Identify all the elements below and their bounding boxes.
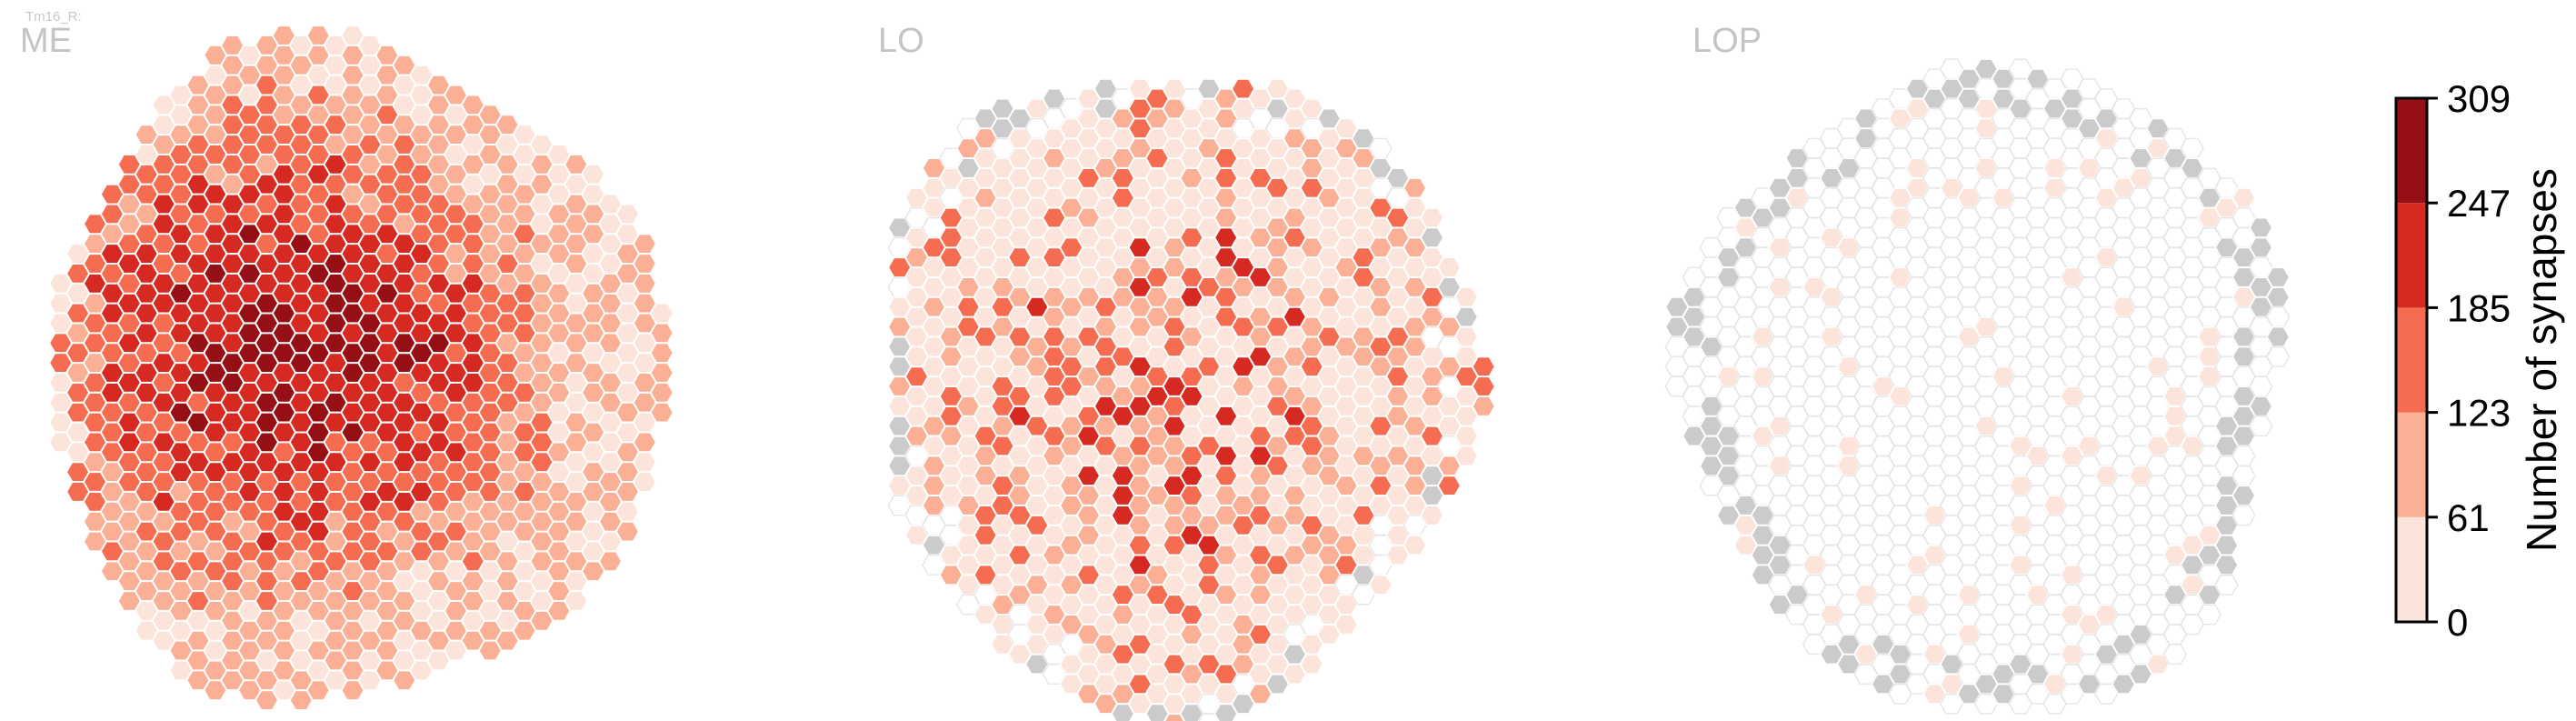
colorbar-bin	[2396, 307, 2427, 413]
column-hex	[649, 303, 674, 325]
column-hex	[1403, 535, 1427, 556]
column-hex	[633, 253, 657, 275]
column-hex	[1454, 445, 1479, 466]
column-hex	[2197, 604, 2222, 626]
column-hex	[1437, 475, 1462, 496]
column-hex	[615, 521, 640, 543]
colorbar-bin	[2396, 98, 2427, 204]
column-hex	[615, 501, 640, 523]
column-hex	[1368, 574, 1393, 596]
column-hex	[1299, 654, 1324, 676]
column-hex	[1403, 177, 1427, 199]
colorbar-bin	[2396, 412, 2427, 517]
column-hex	[2266, 306, 2291, 328]
column-hex	[1454, 426, 1479, 447]
panel-me	[48, 25, 674, 711]
column-hex	[1420, 226, 1444, 248]
column-hex	[598, 550, 623, 572]
column-hex	[633, 273, 657, 295]
column-hex	[2266, 325, 2291, 347]
panel-label-lop: LOP	[1692, 22, 1762, 60]
colorbar-tick-label: 247	[2447, 182, 2511, 225]
column-hex	[633, 451, 657, 473]
column-hex	[2249, 376, 2273, 397]
column-hex	[2232, 187, 2256, 209]
panel-lop	[1664, 58, 2291, 715]
column-hex	[2232, 505, 2256, 526]
column-hex	[1454, 286, 1479, 308]
column-hex	[633, 233, 657, 255]
column-hex	[649, 402, 674, 424]
column-hex	[633, 431, 657, 453]
column-hex	[649, 362, 674, 384]
column-hex	[2214, 574, 2239, 596]
column-hex	[1368, 137, 1393, 159]
colorbar-title: Number of synapses	[2518, 168, 2565, 552]
column-hex	[649, 382, 674, 404]
colorbar-frame	[2394, 96, 2429, 624]
column-hex	[564, 590, 588, 612]
column-hex	[2249, 236, 2273, 258]
column-hex	[2232, 445, 2256, 466]
colorbar-tick-label: 309	[2447, 77, 2511, 120]
panel-label-me: ME	[20, 22, 72, 60]
column-hex	[1333, 614, 1359, 636]
colorbar-tick-label: 61	[2447, 496, 2490, 539]
column-hex	[581, 164, 605, 185]
column-hex	[2232, 465, 2256, 486]
column-hex	[1471, 355, 1496, 377]
column-hex	[615, 203, 640, 225]
column-hex	[2266, 266, 2291, 288]
figure-title: Tm16_R:	[25, 9, 82, 25]
column-hex	[2249, 396, 2273, 417]
column-hex	[2162, 644, 2188, 666]
column-hex	[2266, 345, 2291, 367]
colorbar-bin	[2396, 203, 2427, 308]
column-hex	[2249, 216, 2273, 238]
column-hex	[649, 322, 674, 344]
column-hex	[633, 471, 657, 493]
column-hex	[1420, 505, 1444, 526]
column-hex	[2249, 416, 2273, 437]
colorbar-tick-label: 0	[2447, 601, 2468, 644]
colorbar-tick-label: 123	[2447, 392, 2511, 435]
column-hex	[2232, 485, 2256, 506]
colorbar-tick-label: 185	[2447, 286, 2511, 329]
column-hex	[1420, 207, 1444, 228]
panel-lo	[887, 78, 1496, 721]
column-hex	[649, 342, 674, 364]
column-hex	[1471, 376, 1496, 397]
colorbar: 0 61 123 185 247 309 Number of synapses	[2394, 77, 2565, 644]
column-hex	[1437, 256, 1462, 278]
column-hex	[2180, 137, 2204, 159]
column-hex	[2266, 286, 2291, 308]
colorbar-bin	[2396, 516, 2427, 622]
column-hex	[1454, 325, 1479, 347]
column-hex	[1471, 396, 1496, 417]
column-hex	[2214, 554, 2239, 576]
column-hex	[2214, 535, 2239, 556]
column-hex	[1454, 306, 1479, 328]
panel-label-lo: LO	[878, 22, 924, 60]
